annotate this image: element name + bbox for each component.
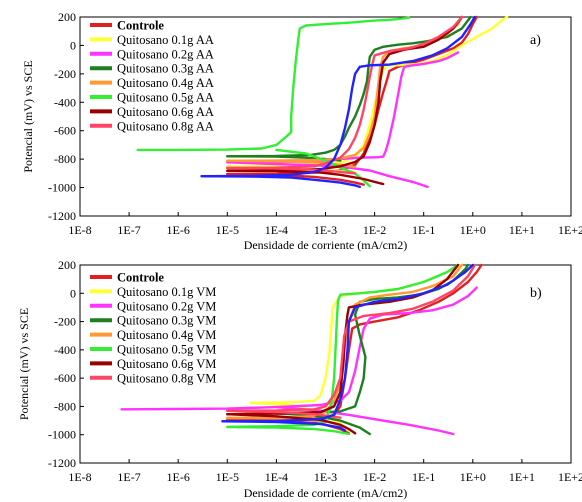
x-tick-label: 1E-7 <box>117 470 140 484</box>
series-line <box>226 425 351 436</box>
x-tick-label: 1E-4 <box>265 223 288 237</box>
x-axis-label: Densidade de corriente (mA/cm2) <box>244 486 408 500</box>
legend-label: Quitosano 0.4g VM <box>117 328 216 342</box>
series-line <box>226 161 429 189</box>
series-line <box>226 15 464 170</box>
x-tick-label: 1E+0 <box>460 223 486 237</box>
x-tick-label: 1E+2 <box>558 470 582 484</box>
x-tick-label: 1E-5 <box>216 223 239 237</box>
legend-label: Quitosano 0.6g AA <box>117 105 214 119</box>
y-tick-label: 0 <box>70 38 76 52</box>
y-tick-label: 200 <box>58 258 76 272</box>
series-line <box>226 166 357 175</box>
x-tick-label: 1E-1 <box>412 223 435 237</box>
x-tick-label: 1E+1 <box>509 223 535 237</box>
x-tick-label: 1E-6 <box>167 223 190 237</box>
x-tick-label: 1E+0 <box>460 470 486 484</box>
x-tick-label: 1E-2 <box>363 470 386 484</box>
y-tick-label: -1200 <box>48 456 76 470</box>
legend-label: Quitosano 0.8g VM <box>117 371 216 385</box>
x-axis-label: Densidade de corriente (mA/cm2) <box>244 238 408 252</box>
series-line <box>275 405 455 436</box>
x-tick-label: 1E-3 <box>314 223 337 237</box>
panel-a: 1E-8 1E-7 1E-6 1E-5 1E-4 1E-3 1E-2 1E-1 1E+0 1E+1… <box>21 10 582 252</box>
legend-label: Quitosano 0.5g AA <box>117 91 214 105</box>
x-tick-label: 1E-5 <box>216 470 239 484</box>
legend-label: Quitosano 0.4g AA <box>117 76 214 90</box>
legend-label: Quitosano 0.3g AA <box>117 62 214 76</box>
y-tick-label: -800 <box>54 152 76 166</box>
y-tick-label: -600 <box>54 371 76 385</box>
series-line <box>120 286 478 411</box>
x-tick-label: 1E-8 <box>68 470 91 484</box>
legend-label: Controle <box>117 271 164 285</box>
x-tick-label: 1E-7 <box>117 223 140 237</box>
series-line <box>226 413 357 435</box>
y-tick-label: -800 <box>54 399 76 413</box>
legend-label: Quitosano 0.3g VM <box>117 314 216 328</box>
series-line <box>275 148 371 188</box>
x-tick-label: 1E-3 <box>314 470 337 484</box>
y-tick-label: 200 <box>58 10 76 24</box>
series-line <box>226 15 509 168</box>
legend-label: Quitosano 0.1g AA <box>117 33 214 47</box>
y-axis-label: Potencial (mV) vs SCE <box>21 60 35 172</box>
series-line <box>226 263 460 429</box>
series-line <box>221 263 474 423</box>
x-tick-label: 1E-4 <box>265 470 288 484</box>
series-line <box>226 263 483 422</box>
y-axis-label: Potencial (mV) vs SCE <box>17 308 31 420</box>
y-tick-label: 0 <box>70 286 76 300</box>
series-line <box>226 15 464 172</box>
legend-label: Quitosano 0.8g AA <box>117 119 214 133</box>
x-tick-label: 1E-8 <box>68 223 91 237</box>
series-line <box>200 175 361 189</box>
y-tick-label: -200 <box>54 67 76 81</box>
panel-label: b) <box>530 286 542 301</box>
series-line <box>136 16 411 152</box>
series-line <box>200 15 476 178</box>
y-tick-label: -200 <box>54 315 76 329</box>
series-line <box>226 15 472 158</box>
x-tick-label: 1E+1 <box>509 470 535 484</box>
legend-label: Quitosano 0.1g VM <box>117 285 216 299</box>
x-tick-label: 1E-6 <box>167 470 190 484</box>
legend-label: Quitosano 0.2g VM <box>117 299 216 313</box>
x-tick-label: 1E-1 <box>412 470 435 484</box>
y-tick-label: -1000 <box>48 428 76 442</box>
series-line <box>221 420 347 432</box>
y-tick-label: -400 <box>54 95 76 109</box>
y-tick-label: -1200 <box>48 209 76 223</box>
series-line <box>226 263 476 412</box>
y-tick-label: -400 <box>54 343 76 357</box>
legend-label: Quitosano 0.5g VM <box>117 343 216 357</box>
legend-label: Quitosano 0.6g VM <box>117 357 216 371</box>
y-tick-label: -1000 <box>48 181 76 195</box>
legend-label: Quitosano 0.2g AA <box>117 47 214 61</box>
series-line <box>226 169 385 186</box>
y-tick-label: -600 <box>54 124 76 138</box>
panel-b: 1E-8 1E-7 1E-6 1E-5 1E-4 1E-3 1E-2 1E-1 1E+0 1E+1… <box>17 258 582 500</box>
panel-label: a) <box>530 33 541 48</box>
series-line <box>226 51 460 164</box>
x-tick-label: 1E+2 <box>558 223 582 237</box>
x-tick-label: 1E-2 <box>363 223 386 237</box>
legend-label: Controle <box>117 19 164 33</box>
